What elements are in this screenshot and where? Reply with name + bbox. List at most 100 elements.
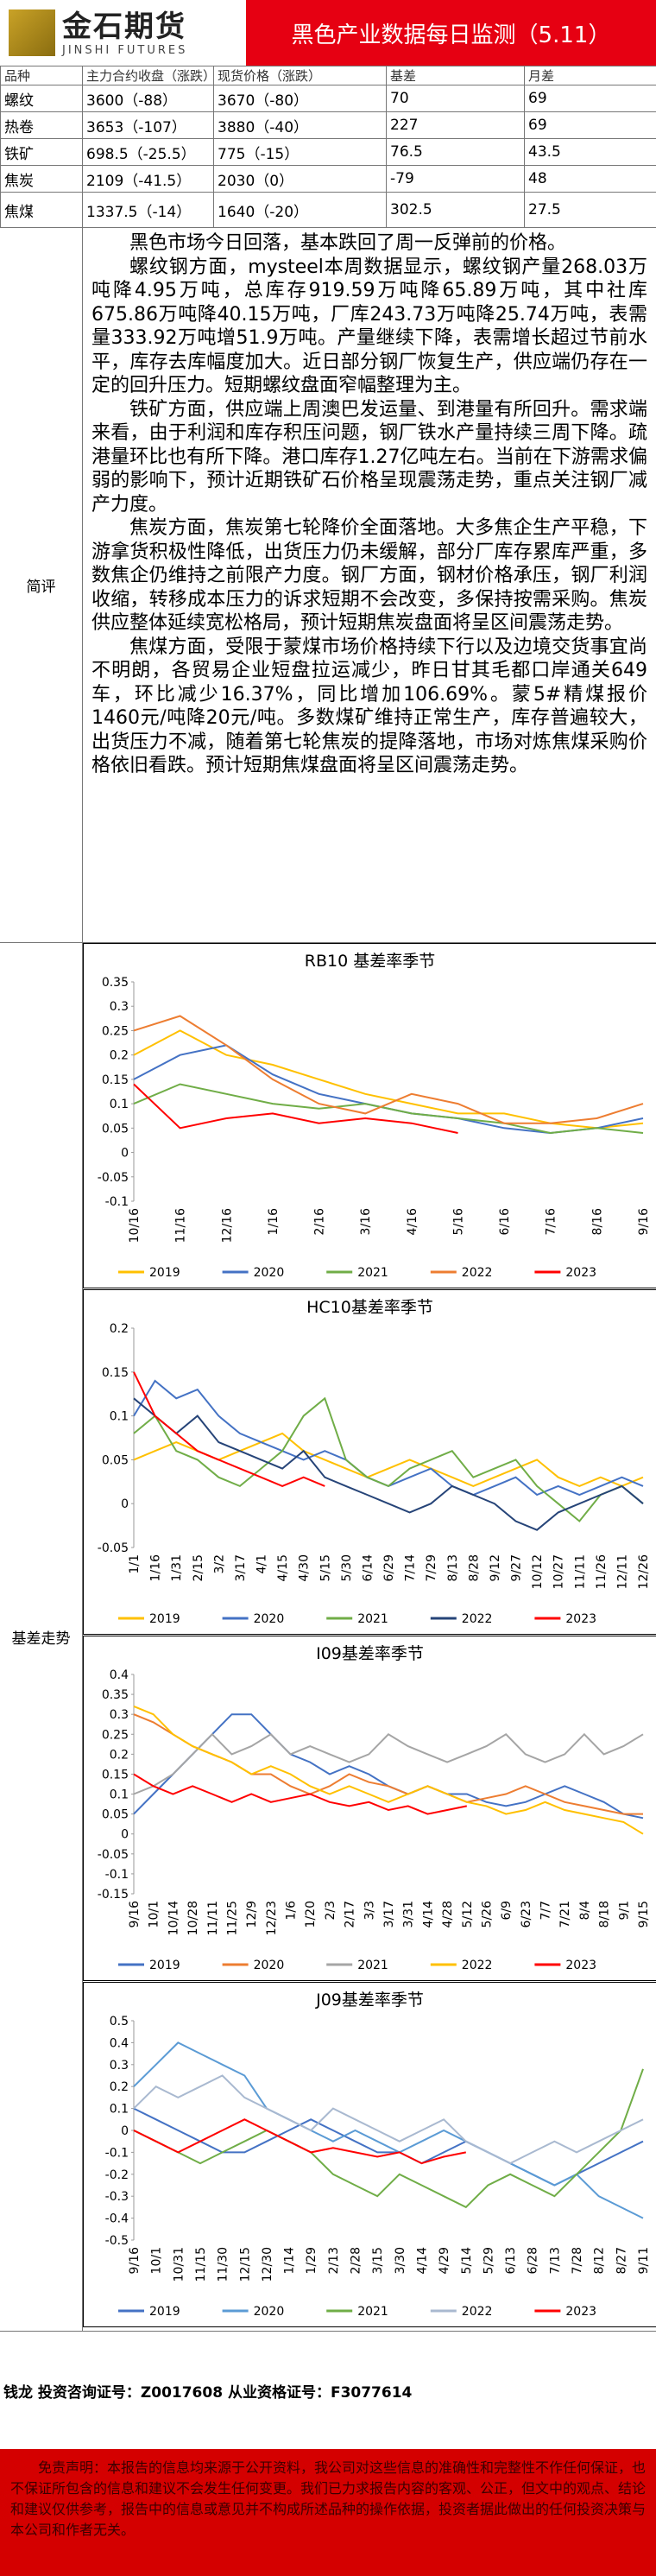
x-tick-label: 1/6 xyxy=(285,1901,299,1921)
series-line xyxy=(134,1030,643,1128)
y-tick-label: 0.2 xyxy=(110,2080,129,2094)
logo: 金石期货 JINSHI FUTURES xyxy=(0,0,246,66)
x-tick-label: 4/16 xyxy=(406,1208,419,1236)
x-tick-label: 1/31 xyxy=(170,1554,184,1581)
legend-label: 2020 xyxy=(254,1959,285,1972)
paragraph: 黑色市场今日回落，基本跌回了周一反弹前的价格。 xyxy=(91,231,647,256)
legend-label: 2019 xyxy=(149,1266,180,1280)
x-tick-label: 11/30 xyxy=(217,2247,230,2282)
table-cell: 2030（0） xyxy=(214,166,387,193)
table-cell: -79 xyxy=(387,166,525,193)
y-tick-label: 0.4 xyxy=(110,1668,129,1682)
x-tick-label: 4/15 xyxy=(276,1554,290,1581)
x-tick-label: 8/16 xyxy=(590,1208,604,1236)
x-tick-label: 8/27 xyxy=(615,2247,628,2274)
disclaimer: 免责声明：本报告的信息均来源于公开资料，我公司对这些信息的准确性和完整性不作任何… xyxy=(0,2449,656,2576)
x-tick-label: 7/14 xyxy=(404,1554,418,1582)
contact: 钱龙 投资咨询证号：Z0017608 从业资格证号：F3077614 xyxy=(0,2332,656,2449)
x-tick-label: 8/13 xyxy=(446,1554,460,1581)
x-tick-label: 3/3 xyxy=(363,1901,376,1921)
chart-title: HC10基差率季节 xyxy=(306,1298,433,1317)
y-tick-label: 0 xyxy=(121,2124,129,2138)
y-tick-label: 0.2 xyxy=(110,1748,129,1762)
table-cell: 69 xyxy=(525,85,656,112)
x-tick-label: 2/28 xyxy=(350,2247,363,2274)
x-tick-label: 1/14 xyxy=(283,2247,297,2275)
x-tick-label: 4/14 xyxy=(421,1901,435,1928)
x-tick-label: 9/27 xyxy=(510,1554,524,1581)
table-cell: 1640（-20） xyxy=(214,193,387,228)
table-cell: 70 xyxy=(387,85,525,112)
x-tick-label: 10/1 xyxy=(150,2247,164,2274)
chart-title: RB10 基差率季节 xyxy=(305,952,435,971)
column-header: 主力合约收盘（涨跌） xyxy=(83,66,214,85)
y-tick-label: -0.05 xyxy=(98,1171,129,1185)
y-tick-label: 0.4 xyxy=(110,2036,129,2050)
y-tick-label: 0.15 xyxy=(102,1073,129,1087)
x-tick-label: 9/1 xyxy=(617,1901,631,1921)
y-tick-label: -0.4 xyxy=(105,2212,129,2226)
x-tick-label: 6/29 xyxy=(382,1554,396,1581)
legend-label: 2021 xyxy=(357,1959,388,1972)
paragraph: 铁矿方面，供应端上周澳巴发运量、到港量有所回升。需求端来看，由于利润和库存积压问… xyxy=(91,398,647,517)
x-tick-label: 11/15 xyxy=(194,2247,208,2282)
series-line xyxy=(134,1016,643,1123)
x-tick-label: 3/30 xyxy=(394,2247,407,2274)
legend-label: 2021 xyxy=(357,1266,388,1280)
column-header: 月差 xyxy=(525,66,656,85)
x-tick-label: 8/28 xyxy=(467,1554,481,1581)
x-tick-label: 7/29 xyxy=(425,1554,438,1581)
y-tick-label: 0.5 xyxy=(110,2015,129,2029)
legend-label: 2022 xyxy=(462,1266,493,1280)
y-tick-label: 0.2 xyxy=(110,1322,129,1336)
series-line xyxy=(134,1714,643,1813)
table-cell: 3880（-40） xyxy=(214,112,387,139)
legend-label: 2023 xyxy=(565,1959,596,1972)
y-tick-label: 0.15 xyxy=(102,1768,129,1782)
x-tick-label: 12/16 xyxy=(220,1208,234,1243)
y-tick-label: -0.05 xyxy=(98,1848,129,1862)
table-cell: 1337.5（-14） xyxy=(83,193,214,228)
x-tick-label: 1/29 xyxy=(305,2247,319,2274)
x-tick-label: 3/17 xyxy=(234,1554,248,1581)
x-tick-label: 10/14 xyxy=(167,1901,180,1935)
logo-icon xyxy=(9,9,55,56)
x-tick-label: 10/16 xyxy=(128,1208,142,1243)
x-tick-label: 12/11 xyxy=(615,1554,629,1589)
x-tick-label: 6/14 xyxy=(361,1554,375,1582)
x-tick-label: 1/16 xyxy=(267,1208,281,1236)
x-tick-label: 12/30 xyxy=(261,2247,274,2282)
comment-label: 简评 xyxy=(0,228,83,942)
legend-label: 2022 xyxy=(462,1612,493,1626)
y-tick-label: -0.1 xyxy=(105,2146,129,2160)
y-tick-label: 0.35 xyxy=(102,1688,129,1702)
series-line xyxy=(134,1381,643,1495)
y-tick-label: 0.3 xyxy=(110,1000,129,1014)
x-tick-label: 5/15 xyxy=(319,1554,332,1581)
x-tick-label: 3/2 xyxy=(212,1554,226,1574)
x-tick-label: 6/13 xyxy=(504,2247,518,2274)
x-tick-label: 11/25 xyxy=(225,1901,239,1935)
x-tick-label: 2/17 xyxy=(344,1901,357,1927)
paragraph: 焦炭方面，焦炭第七轮降价全面落地。大多焦企生产平稳，下游拿货积极性降低，出货压力… xyxy=(91,516,647,636)
x-tick-label: 4/1 xyxy=(255,1554,269,1574)
x-tick-label: 8/18 xyxy=(598,1901,612,1927)
y-tick-label: -0.15 xyxy=(98,1888,129,1902)
y-tick-label: 0.05 xyxy=(102,1808,129,1822)
x-tick-label: 2/3 xyxy=(324,1901,337,1921)
paragraph: 焦煤方面，受限于蒙煤市场价格持续下行以及边境交货事宜尚不明朗，各贸易企业短盘拉运… xyxy=(91,636,647,778)
y-tick-label: 0.3 xyxy=(110,2059,129,2073)
table-cell: 775（-15） xyxy=(214,139,387,166)
table-cell: 27.5 xyxy=(525,193,656,228)
chart-title: J09基差率季节 xyxy=(315,1991,424,2010)
y-tick-label: 0 xyxy=(121,1497,129,1511)
header-row: 品种主力合约收盘（涨跌）现货价格（涨跌）基差月差 xyxy=(1,66,656,85)
x-tick-label: 12/9 xyxy=(245,1901,259,1927)
x-tick-label: 6/23 xyxy=(520,1901,533,1927)
y-tick-label: -0.3 xyxy=(105,2190,129,2204)
table-cell: 焦炭 xyxy=(1,166,83,193)
x-tick-label: 3/17 xyxy=(382,1901,396,1927)
table-cell: 43.5 xyxy=(525,139,656,166)
